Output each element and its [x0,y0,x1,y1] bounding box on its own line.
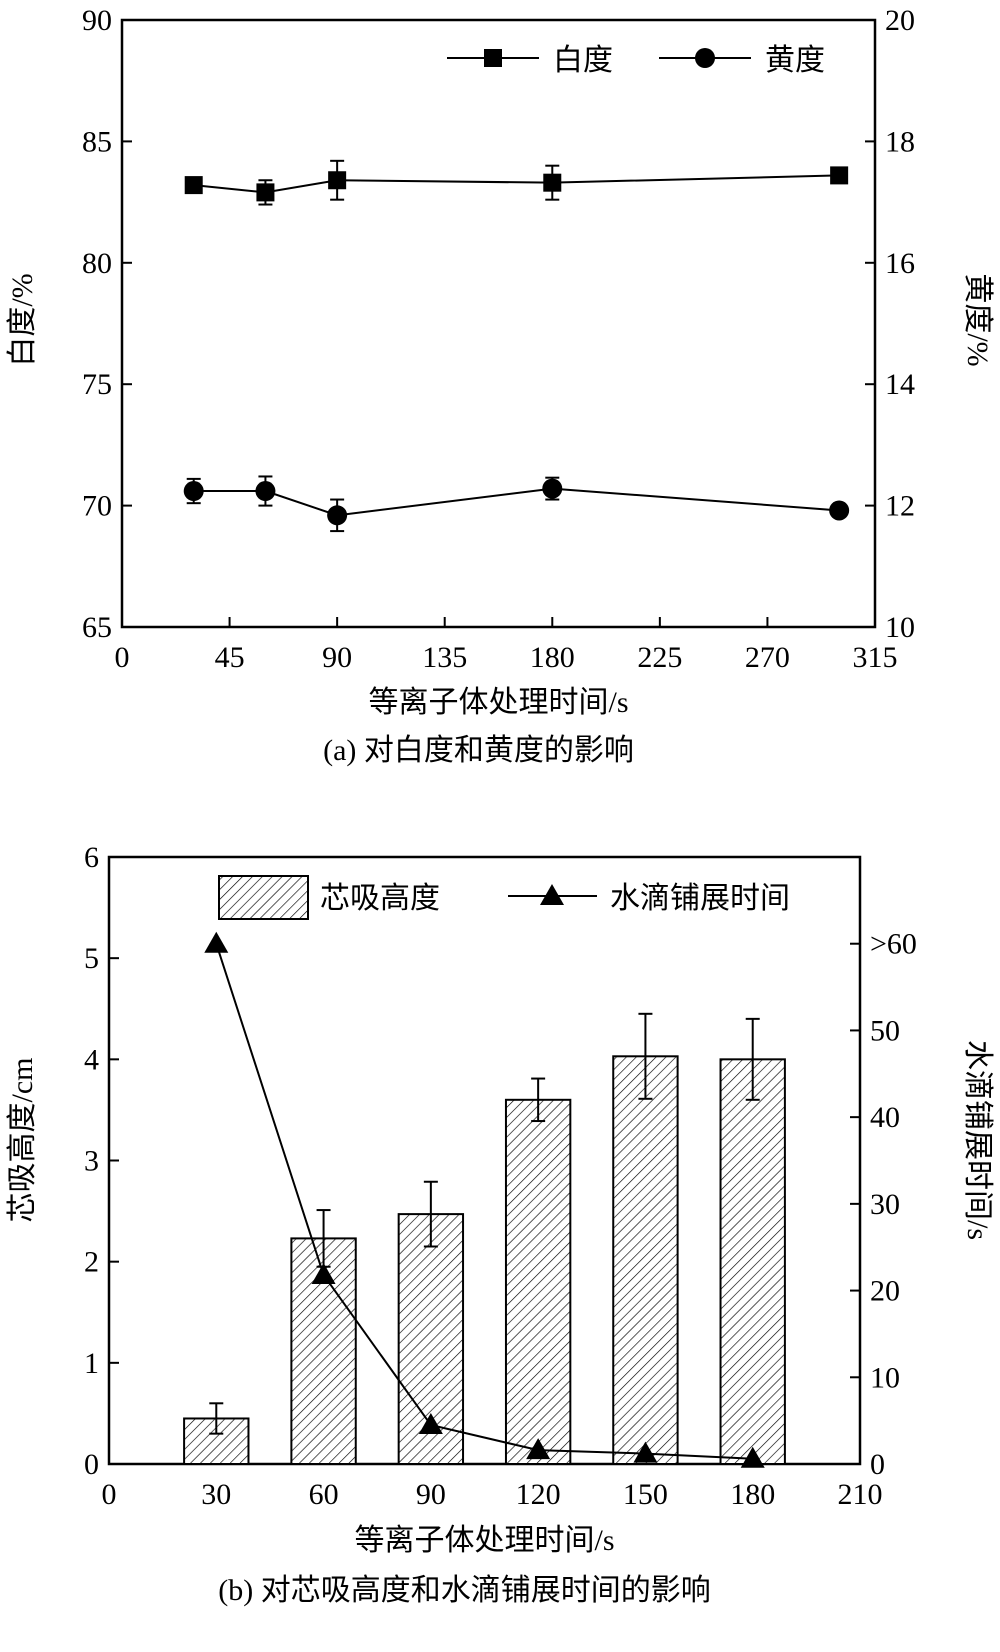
y-tick-label: 4 [84,1043,99,1076]
triangle-marker [526,1438,551,1460]
x-tick-label: 60 [309,1478,339,1511]
x-tick-label: 225 [637,641,682,674]
y-tick-label: 70 [82,490,112,523]
series-line-circle [193,487,840,517]
triangle-marker [311,1262,336,1284]
y-tick-label: 85 [82,125,112,158]
x-tick-label: 0 [102,1478,117,1511]
circle-marker [327,505,348,526]
legend-label: 水滴铺展时间 [610,882,790,915]
y-tick-label: 80 [82,247,112,280]
square-marker [328,171,347,190]
y-right-tick-label: 20 [885,4,915,37]
bar [719,1058,786,1466]
y-right-tick-label: 14 [885,368,915,401]
circle-marker [542,478,563,499]
triangle-marker [740,1446,765,1468]
y-right-axis-label: 水滴铺展时间/s [961,1040,994,1240]
bar [504,1098,572,1466]
square-marker [256,183,275,202]
y-tick-label: 90 [82,4,112,37]
y-tick-label: 2 [84,1246,99,1279]
x-axis-label: 等离子体处理时间/s [354,1524,614,1557]
x-tick-label: 135 [422,641,467,674]
y-right-tick-label: 16 [885,247,915,280]
chart-b: 0 30 60 90 120 150 180 210012345601020304050>60… [6,841,994,1607]
y-right-axis-label: 黄度/% [961,273,994,366]
square-marker [830,166,849,185]
y-right-tick-label: 10 [885,611,915,644]
series-line-triangle [215,943,753,1460]
triangle-marker [204,931,229,953]
series-line-square [193,174,840,194]
legend-label: 白度 [553,44,613,77]
y-tick-label: 0 [84,1448,99,1481]
circle-marker [183,481,204,502]
x-tick-label: 180 [530,641,575,674]
y-right-tick-label: 50 [870,1014,900,1047]
triangle-marker [633,1441,658,1463]
triangle-marker [418,1412,443,1434]
y-tick-label: 1 [84,1347,99,1380]
plot-frame [120,18,877,629]
chart-caption: (a) 对白度和黄度的影响 [323,734,634,767]
y-tick-label: 75 [82,368,112,401]
y-tick-label: 6 [84,841,99,874]
y-right-tick-label: 18 [885,125,915,158]
y-axis-label: 芯吸高度/cm [6,1058,39,1223]
y-right-tick-label: 40 [870,1101,900,1134]
x-tick-label: 150 [623,1478,668,1511]
y-right-tick-label: 10 [870,1361,900,1394]
y-right-tick-label: 0 [870,1448,885,1481]
x-axis-label: 等离子体处理时间/s [368,686,628,719]
square-marker [484,49,502,67]
legend-swatch [218,875,309,920]
x-tick-label: 90 [322,641,352,674]
x-tick-label: 180 [730,1478,775,1511]
circle-marker [255,481,276,502]
x-tick-label: 45 [215,641,245,674]
x-tick-label: 0 [115,641,130,674]
x-tick-label: 315 [853,641,898,674]
y-right-tick-label: 20 [870,1275,900,1308]
bar [612,1055,679,1465]
y-axis-label: 白度/% [6,273,39,366]
x-tick-label: 90 [416,1478,446,1511]
chart-a: 0 45 90 135 180 225 270 315 65 70 75 80 85 90 10 12 14 16… [6,4,994,767]
x-tick-label: 120 [516,1478,561,1511]
x-tick-label: 210 [838,1478,883,1511]
circle-marker [695,48,715,68]
x-tick-label: 30 [201,1478,231,1511]
y-right-tick-label: >60 [870,928,917,961]
y-tick-label: 3 [84,1145,99,1178]
chart-caption: (b) 对芯吸高度和水滴铺展时间的影响 [218,1574,710,1607]
y-tick-label: 65 [82,611,112,644]
square-marker [184,176,203,195]
y-tick-label: 5 [84,942,99,975]
triangle-marker [540,884,564,905]
y-right-tick-label: 12 [885,490,915,523]
legend-label: 芯吸高度 [320,882,440,915]
x-tick-label: 270 [745,641,790,674]
legend-label: 黄度 [765,44,825,77]
circle-marker [829,500,850,521]
square-marker [543,173,562,192]
y-right-tick-label: 30 [870,1188,900,1221]
